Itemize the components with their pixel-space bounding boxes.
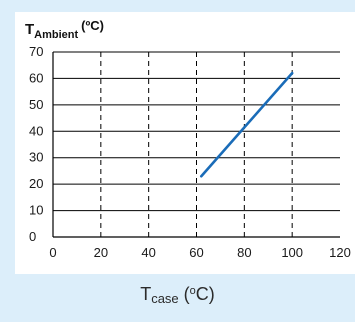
- y-axis-label-main: T: [25, 21, 34, 38]
- y-tick-label: 40: [29, 123, 43, 138]
- y-tick-labels: 0 10 20 30 40 50 60 70: [29, 44, 43, 244]
- series-line-0: [199, 71, 294, 178]
- x-tick-label: 40: [141, 245, 155, 260]
- x-axis-label-unit-sup: o: [189, 285, 196, 297]
- y-tick-label: 20: [29, 176, 43, 191]
- x-tick-label: 120: [329, 245, 351, 260]
- x-tick-labels: 0 20 40 60 80 100 120: [49, 245, 350, 260]
- y-axis-label-unit: (ºC): [81, 18, 104, 33]
- x-axis-label-unit-close: C): [195, 284, 215, 304]
- x-tick-label: 60: [189, 245, 203, 260]
- chart-svg: TAmbient(ºC) 0 10 20 30 40 50 60 70 0 20 40 60 80 10…: [25, 18, 351, 260]
- y-tick-label: 30: [29, 150, 43, 165]
- axes: [52, 52, 340, 238]
- y-axis-label-sub: Ambient: [34, 29, 78, 41]
- x-tick-label: 100: [281, 245, 303, 260]
- x-axis-label-main: T: [140, 284, 152, 304]
- chart-panel: TAmbient(ºC) 0 10 20 30 40 50 60 70 0 20 40 60 80 10…: [15, 12, 355, 274]
- x-axis-label-unit-open: (: [183, 284, 190, 304]
- series-group: [199, 71, 294, 178]
- x-axis-label: Tcase (oC): [0, 284, 355, 306]
- x-axis-label-sub: case: [151, 291, 179, 306]
- y-tick-label: 10: [29, 203, 43, 218]
- x-tick-label: 0: [49, 245, 56, 260]
- y-tick-label: 70: [29, 44, 43, 59]
- x-tick-label: 80: [237, 245, 251, 260]
- y-tick-label: 0: [29, 229, 36, 244]
- x-tick-label: 20: [94, 245, 108, 260]
- y-tick-label: 60: [29, 70, 43, 85]
- y-tick-label: 50: [29, 97, 43, 112]
- y-axis-label: TAmbient(ºC): [25, 18, 104, 41]
- grid: [53, 51, 340, 237]
